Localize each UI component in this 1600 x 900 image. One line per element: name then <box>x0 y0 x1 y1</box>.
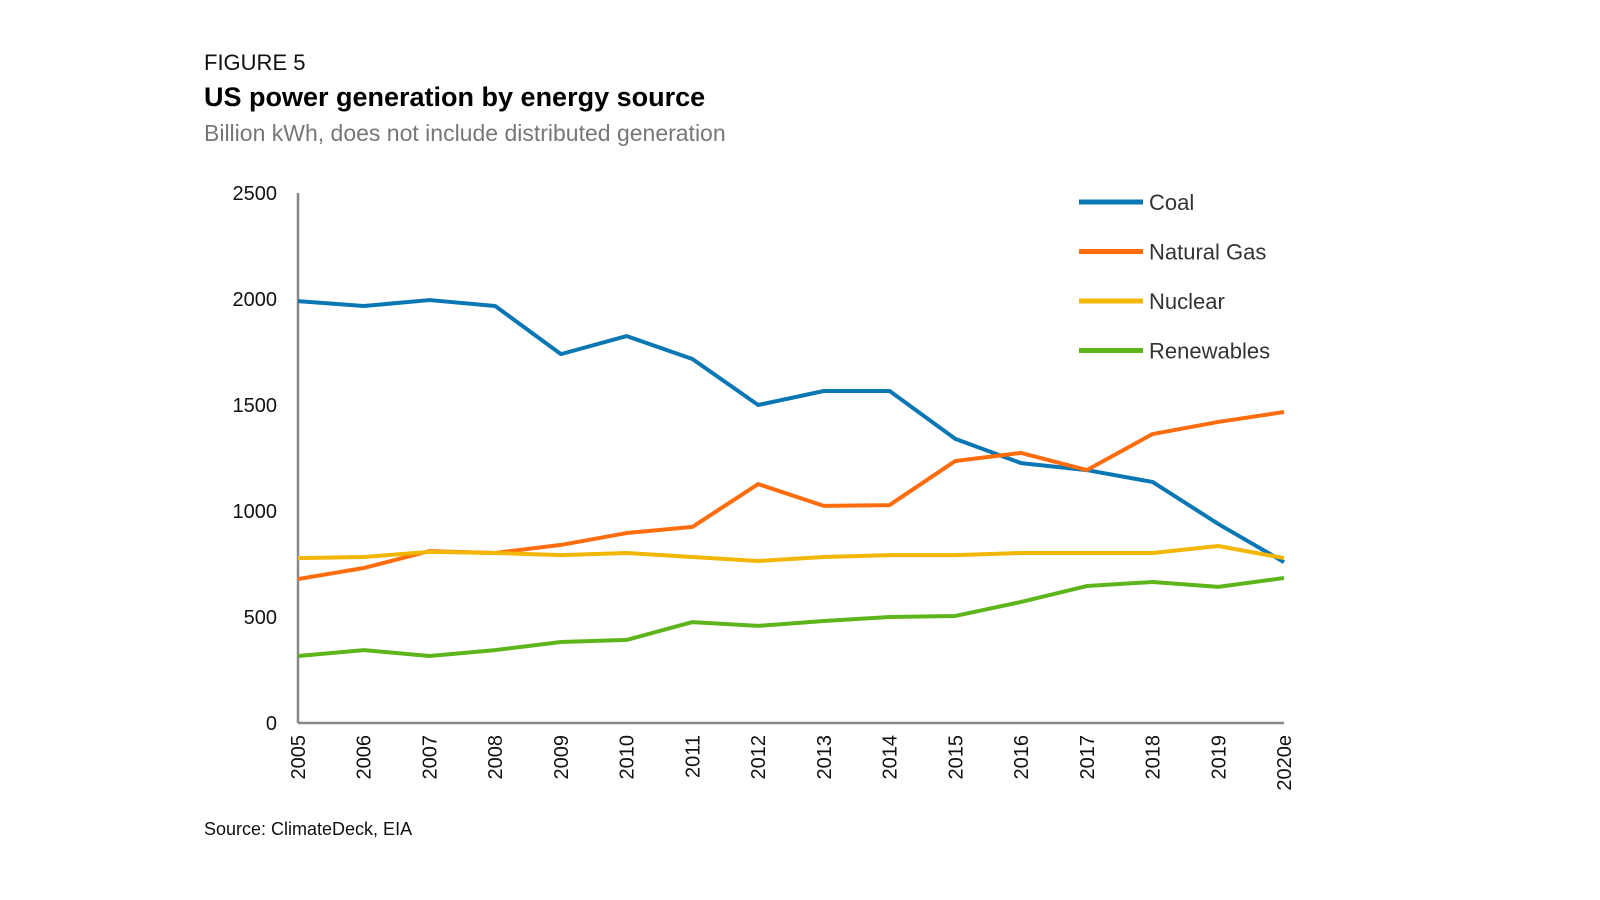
series-line <box>297 576 1285 659</box>
series-line <box>297 298 1286 564</box>
x-tick-label: 2010 <box>617 735 639 780</box>
x-tick-label: 2009 <box>551 735 573 780</box>
y-tick-label: 1500 <box>233 395 278 417</box>
x-tick-label: 2018 <box>1143 735 1165 780</box>
legend-label: Natural Gas <box>1149 240 1266 265</box>
series-renewables <box>297 576 1285 659</box>
x-tick-label: 2008 <box>485 735 507 780</box>
x-tick-label: 2015 <box>945 735 967 780</box>
chart-subtitle: Billion kWh, does not include distribute… <box>204 120 726 146</box>
x-tick-label: 2005 <box>288 735 310 780</box>
x-tick-label: 2019 <box>1208 735 1230 780</box>
y-tick-label: 2500 <box>233 183 278 205</box>
series-nuclear <box>297 543 1285 564</box>
y-tick-label: 0 <box>266 713 277 735</box>
x-tick-label: 2013 <box>814 735 836 780</box>
y-tick-label: 1000 <box>233 501 278 523</box>
x-tick-label: 2016 <box>1011 735 1033 780</box>
series-coal <box>297 298 1286 564</box>
x-tick-label: 2007 <box>419 735 441 780</box>
y-tick-label: 2000 <box>233 289 278 311</box>
source-note: Source: ClimateDeck, EIA <box>204 819 413 839</box>
x-tick-label: 2006 <box>354 735 376 780</box>
x-tick-label: 2011 <box>682 735 704 778</box>
x-tick-label: 2017 <box>1077 735 1099 780</box>
legend-label: Coal <box>1149 190 1194 215</box>
chart-title: US power generation by energy source <box>204 82 706 112</box>
legend-label: Renewables <box>1149 339 1270 364</box>
x-tick-label: 2020e <box>1274 735 1296 791</box>
series-line <box>297 543 1285 564</box>
legend-label: Nuclear <box>1149 289 1225 314</box>
x-tick-label: 2012 <box>748 735 770 780</box>
x-tick-label: 2014 <box>880 735 902 780</box>
figure-label: FIGURE 5 <box>204 50 306 75</box>
y-tick-label: 500 <box>244 607 277 629</box>
